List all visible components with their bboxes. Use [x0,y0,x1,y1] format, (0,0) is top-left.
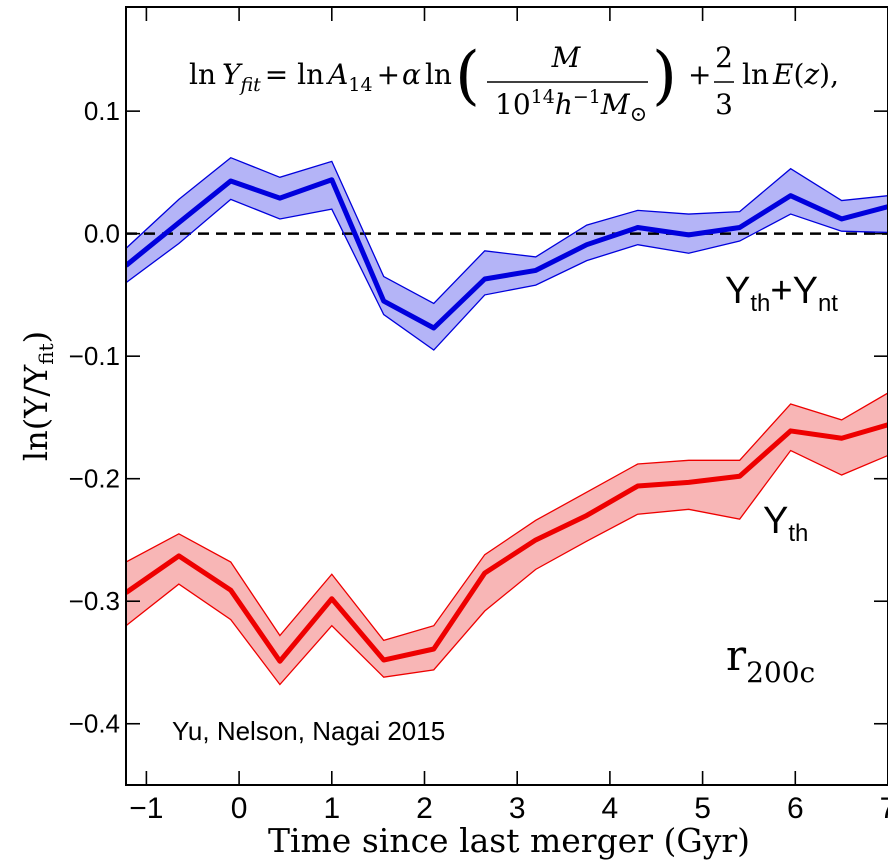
series-label-yth-ynt-y1: Y [725,270,750,312]
svg-text:1014h−1M⊙: 1014h−1M⊙ [495,86,647,126]
series-label-yth: Yth [763,500,808,547]
radius-label: r200c [726,631,815,689]
svg-text:): ) [652,39,677,113]
series-label-yth-y: Y [763,500,788,542]
series-label-yth-sub: th [788,520,808,547]
radius-label-main: r [726,631,747,680]
y-axis-label-sub: fit [34,343,58,364]
x-tick-label: 1 [323,792,340,825]
x-tick-label: 0 [231,792,248,825]
y-tick-label: 0.0 [84,219,120,249]
series-label-yth-ynt: Yth+Ynt [725,270,838,317]
series-label-yth-ynt-sub1: th [750,290,770,317]
x-tick-label: −1 [129,792,163,825]
svg-text:lnE(z),: ln E(z), [742,58,839,91]
axis-ticks [126,7,888,785]
radius-label-sub: 200c [746,656,815,689]
svg-text:(: ( [455,39,480,113]
svg-text:+: + [688,58,711,91]
y-tick-label: −0.2 [69,464,120,494]
y-axis-label: ln(Y/Yfit) [17,331,58,461]
x-tick-label: 6 [787,792,804,825]
y-tick-labels: −0.4 −0.3 −0.2 −0.1 0.0 0.1 [69,96,120,739]
svg-text:3: 3 [715,88,733,121]
band-lower-yth [126,449,888,686]
band-yth [126,392,888,685]
y-tick-label: 0.1 [84,96,120,126]
x-tick-label: 7 [880,792,888,825]
svg-text:M: M [551,41,582,74]
plot-frame [125,6,888,786]
y-tick-label: −0.1 [69,341,120,371]
x-axis-label: Time since last merger (Gyr) [268,821,750,860]
x-tick-labels: −1 0 1 2 3 4 5 6 7 [129,792,888,825]
x-tick-label: 2 [416,792,433,825]
y-tick-label: −0.4 [69,709,120,739]
x-tick-label: 3 [509,792,526,825]
band-upper-yth-ynt [126,156,888,305]
series-line-yth-ynt [126,177,888,331]
band-lower-yth-ynt [126,198,888,351]
series-label-yth-ynt-sub2: nt [818,290,838,317]
series-line-yth [126,422,888,664]
series-layer [126,156,888,686]
credit-annotation: Yu, Nelson, Nagai 2015 [172,716,445,746]
series-label-yth-ynt-y2: Y [793,270,818,312]
y-axis-label-close: ) [17,331,55,343]
x-tick-label: 5 [694,792,711,825]
series-label-yth-ynt-plus: + [770,270,792,312]
formula-annotation: ln Yfit = ln A14 +α ln ( M 1014h−1M⊙ ) + 2 3 … [189,39,839,126]
x-tick-label: 4 [602,792,619,825]
y-axis-label-main: ln(Y/Y [17,364,55,461]
band-upper-yth [126,392,888,642]
svg-text:2: 2 [715,41,733,74]
y-tick-label: −0.3 [69,586,120,616]
